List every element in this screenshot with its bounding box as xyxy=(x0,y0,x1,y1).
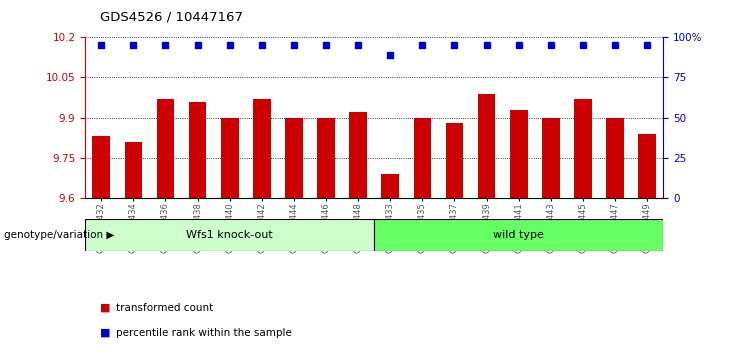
Text: GDS4526 / 10447167: GDS4526 / 10447167 xyxy=(100,11,243,24)
Bar xyxy=(638,134,656,198)
Text: wild type: wild type xyxy=(494,230,544,240)
Bar xyxy=(574,99,592,198)
Bar xyxy=(374,219,663,251)
Bar xyxy=(85,219,374,251)
Text: ■: ■ xyxy=(100,303,110,313)
Bar xyxy=(542,118,559,198)
Bar xyxy=(510,110,528,198)
Text: percentile rank within the sample: percentile rank within the sample xyxy=(116,328,292,338)
Bar xyxy=(317,118,335,198)
Bar xyxy=(221,118,239,198)
Text: Wfs1 knock-out: Wfs1 knock-out xyxy=(186,230,273,240)
Bar xyxy=(124,142,142,198)
Bar xyxy=(413,118,431,198)
Bar xyxy=(189,102,207,198)
Bar xyxy=(156,99,174,198)
Bar xyxy=(285,118,303,198)
Bar xyxy=(349,112,367,198)
Bar xyxy=(445,123,463,198)
Bar xyxy=(382,174,399,198)
Text: genotype/variation ▶: genotype/variation ▶ xyxy=(4,230,114,240)
Bar xyxy=(253,99,270,198)
Text: transformed count: transformed count xyxy=(116,303,213,313)
Text: ■: ■ xyxy=(100,328,110,338)
Bar xyxy=(606,118,624,198)
Bar xyxy=(478,93,496,198)
Bar xyxy=(93,137,110,198)
